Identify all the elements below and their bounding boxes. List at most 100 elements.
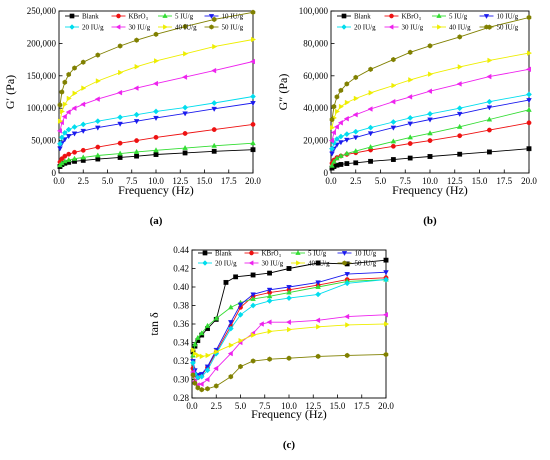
data-point xyxy=(367,131,374,137)
x-tick-label: 12.5 xyxy=(447,176,463,186)
data-point xyxy=(486,127,492,133)
legend-marker xyxy=(116,13,121,19)
data-point xyxy=(456,105,463,112)
y-tick-label: 0.30 xyxy=(173,375,189,385)
legend-marker xyxy=(248,260,254,266)
data-point xyxy=(228,342,234,349)
data-point xyxy=(334,94,340,100)
data-point xyxy=(212,43,218,50)
data-point xyxy=(59,89,65,95)
legend-label: 10 IU/g xyxy=(222,13,244,21)
data-point xyxy=(390,98,396,105)
data-point xyxy=(251,332,257,338)
data-point xyxy=(199,387,204,393)
data-point xyxy=(267,328,273,335)
legend-entry: KBrO₃ xyxy=(244,250,282,258)
data-point xyxy=(250,9,256,15)
x-tick-label: 17.5 xyxy=(354,401,370,411)
legend-label: 30 IU/g xyxy=(262,260,284,268)
panel-label: (a) xyxy=(150,215,163,227)
data-point xyxy=(526,106,532,112)
series-4 xyxy=(329,91,532,152)
legend-marker xyxy=(437,24,442,30)
x-tick-label: 7.5 xyxy=(400,176,412,186)
legend-label: 5 IU/g xyxy=(308,250,327,258)
y-tick-label: 50,000 xyxy=(31,136,56,146)
legend-label: 40 IU/g xyxy=(175,24,197,32)
y-tick-label: 0.38 xyxy=(173,301,189,311)
data-point xyxy=(72,149,77,155)
data-point xyxy=(344,272,350,278)
data-point xyxy=(58,118,64,124)
data-point xyxy=(334,136,340,142)
data-point xyxy=(315,280,321,286)
data-point xyxy=(344,81,350,87)
data-point xyxy=(66,71,71,78)
x-tick-label: 0.0 xyxy=(325,176,337,186)
legend-entry: 10 IU/g xyxy=(479,13,519,21)
data-point xyxy=(213,383,219,389)
data-point xyxy=(408,77,414,83)
series-7 xyxy=(57,9,256,108)
data-point xyxy=(367,124,374,131)
series-4 xyxy=(190,276,389,381)
legend-entry: 20 IU/g xyxy=(198,260,237,268)
legend-label: 50 IU/g xyxy=(355,260,377,268)
data-point xyxy=(72,90,78,97)
series-2 xyxy=(57,140,256,168)
series-1 xyxy=(57,122,256,165)
data-point xyxy=(182,150,188,156)
x-axis-label: Frequency (Hz) xyxy=(118,183,194,197)
legend-marker xyxy=(388,24,394,30)
data-point xyxy=(237,302,244,308)
legend-marker xyxy=(163,24,168,30)
legend-marker xyxy=(436,13,442,18)
data-point xyxy=(94,118,101,125)
legend-entry: 50 IU/g xyxy=(337,260,377,268)
data-point xyxy=(133,111,140,118)
data-point xyxy=(57,146,63,152)
series-3 xyxy=(329,98,532,157)
data-point xyxy=(153,31,159,37)
legend-marker xyxy=(341,24,347,30)
data-point xyxy=(117,121,123,127)
data-point xyxy=(95,125,101,131)
data-point xyxy=(211,142,217,148)
x-tick-label: 10.0 xyxy=(148,176,164,186)
data-point xyxy=(334,108,340,115)
data-point xyxy=(95,156,101,162)
y-tick-label: 0.40 xyxy=(173,282,189,292)
data-point xyxy=(250,292,256,298)
y-axis-label: G″ (Pa) xyxy=(276,74,290,111)
data-point xyxy=(344,161,350,167)
legend-entry: 30 IU/g xyxy=(111,24,151,32)
data-point xyxy=(486,105,493,111)
data-point xyxy=(457,133,463,139)
data-point xyxy=(344,280,351,287)
legend-entry: KBrO₃ xyxy=(111,13,149,21)
y-tick-label: 0 xyxy=(52,168,57,178)
legend-label: 10 IU/g xyxy=(497,13,519,21)
data-point xyxy=(117,114,124,121)
series-6 xyxy=(191,321,390,360)
data-point xyxy=(426,88,432,94)
series-3 xyxy=(57,101,256,152)
data-point xyxy=(338,140,344,146)
data-point xyxy=(383,270,389,276)
data-point xyxy=(316,324,322,330)
legend-marker xyxy=(208,14,215,19)
x-tick-label: 2.5 xyxy=(211,401,223,411)
legend-label: 5 IU/g xyxy=(175,13,194,21)
data-point xyxy=(487,149,492,155)
legend-marker xyxy=(209,24,214,30)
x-tick-label: 5.0 xyxy=(375,176,387,186)
data-point xyxy=(190,372,196,378)
data-point xyxy=(182,144,188,151)
data-point xyxy=(345,322,351,328)
data-point xyxy=(211,127,217,132)
data-point xyxy=(66,95,72,102)
data-point xyxy=(258,321,264,327)
data-point xyxy=(238,363,243,370)
data-point xyxy=(204,376,210,383)
legend-marker xyxy=(389,13,394,19)
